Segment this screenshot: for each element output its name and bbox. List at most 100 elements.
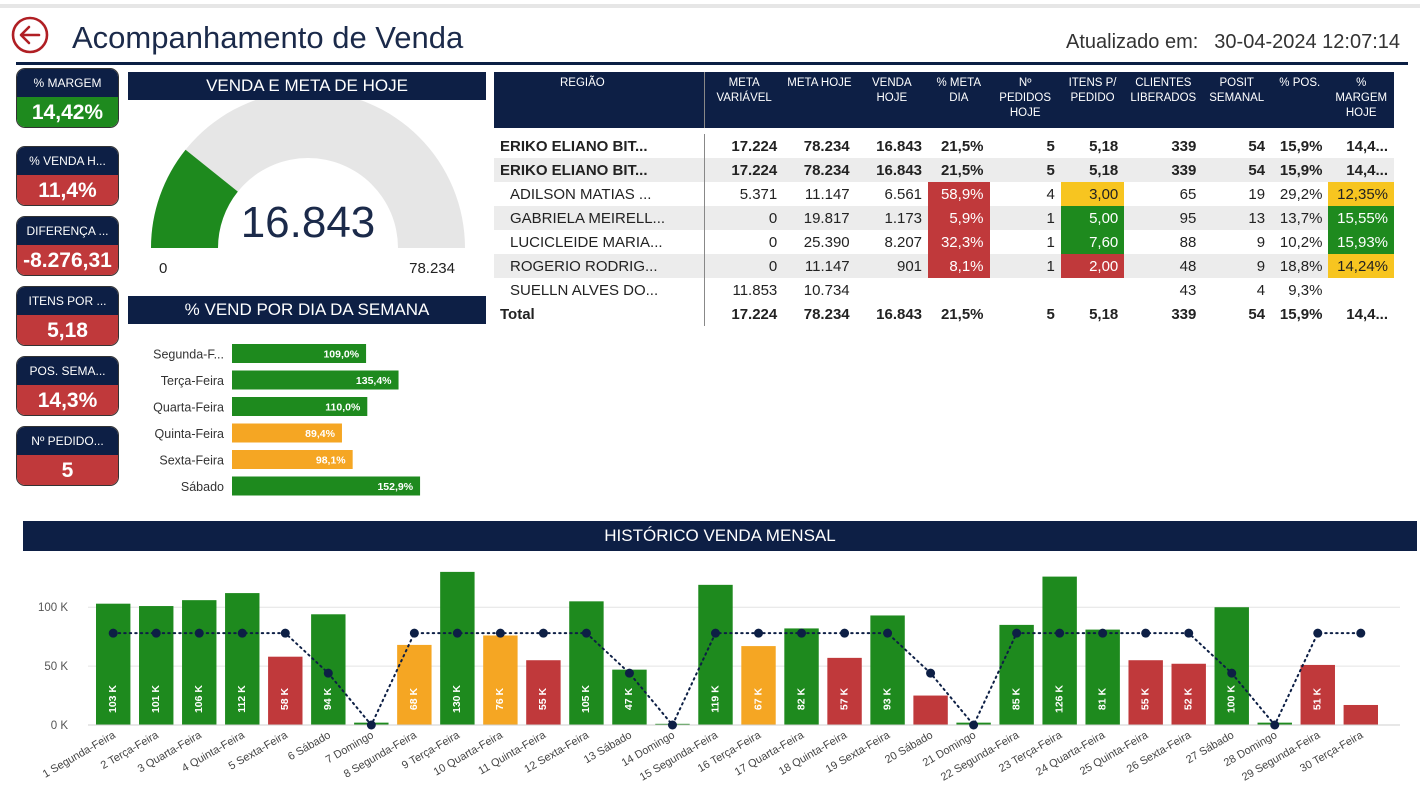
table-header-cell[interactable]: VENDA HOJE <box>855 72 929 128</box>
month-bar[interactable] <box>1300 664 1335 725</box>
meta-point[interactable] <box>1184 628 1194 638</box>
day-bar[interactable] <box>232 397 368 416</box>
meta-point[interactable] <box>1313 628 1323 638</box>
meta-point[interactable] <box>108 628 118 638</box>
meta-point[interactable] <box>1055 628 1065 638</box>
month-bar[interactable] <box>397 644 432 725</box>
month-bar[interactable] <box>827 657 862 725</box>
meta-point[interactable] <box>495 628 505 638</box>
month-bar-label: 105 K <box>580 685 592 713</box>
meta-point[interactable] <box>926 668 936 678</box>
day-bar[interactable] <box>232 476 421 496</box>
table-cell: 14,4... <box>1346 305 1388 323</box>
month-bar[interactable] <box>139 606 174 725</box>
month-bar[interactable] <box>182 600 217 725</box>
day-of-week-chart[interactable]: Segunda-F... 109,0% Terça-Feira 135,4% Quart… <box>128 338 488 503</box>
table-row[interactable]: GABRIELA MEIRELL... 0 19.817 1.173 5,9% 1 5,00… <box>494 206 1394 230</box>
meta-point[interactable] <box>237 628 247 638</box>
meta-point[interactable] <box>366 720 376 730</box>
meta-point[interactable] <box>1227 668 1237 678</box>
month-bar[interactable] <box>440 571 475 725</box>
meta-point[interactable] <box>323 668 333 678</box>
kpi-card-num-pedidos[interactable]: Nº PEDIDO... 5 <box>16 426 119 486</box>
table-row[interactable]: SUELLN ALVES DO... 11.853 10.734 43 4 9,3% <box>494 278 1394 302</box>
month-bar[interactable] <box>96 603 131 725</box>
month-bar[interactable] <box>1171 663 1206 725</box>
table-cell: 1 <box>989 254 1061 278</box>
table-row[interactable]: ERIKO ELIANO BIT... 17.224 78.234 16.843 21,… <box>494 134 1394 158</box>
kpi-card-itens-por-pedido[interactable]: ITENS POR ... 5,18 <box>16 286 119 346</box>
day-bar[interactable] <box>232 450 353 469</box>
meta-point[interactable] <box>969 720 979 730</box>
month-bar[interactable] <box>569 601 604 725</box>
month-bar[interactable] <box>999 624 1034 725</box>
month-bar[interactable] <box>1343 704 1378 725</box>
month-bar[interactable] <box>483 635 518 725</box>
day-bar[interactable] <box>232 344 367 363</box>
day-bar[interactable] <box>232 370 399 390</box>
meta-point[interactable] <box>883 628 893 638</box>
day-bar[interactable] <box>232 423 342 443</box>
meta-point[interactable] <box>194 628 204 638</box>
table-header-cell[interactable]: META VARIÁVEL <box>704 72 784 128</box>
month-bar-label: 57 K <box>838 687 850 710</box>
table-row[interactable]: LUCICLEIDE MARIA... 0 25.390 8.207 32,3% 1 7,6… <box>494 230 1394 254</box>
meta-point[interactable] <box>280 628 290 638</box>
month-bar-label: 67 K <box>752 687 764 710</box>
month-bar[interactable] <box>1042 576 1077 725</box>
table-header-cell[interactable]: Nº PEDIDOS HOJE <box>989 72 1061 128</box>
month-bar[interactable] <box>1214 607 1249 725</box>
table-header-cell[interactable]: % MARGEM HOJE <box>1328 72 1394 128</box>
month-bar[interactable] <box>526 660 561 725</box>
month-bar[interactable] <box>1128 660 1163 725</box>
meta-point[interactable] <box>754 628 764 638</box>
table-header-cell[interactable]: ITENS P/ PEDIDO <box>1060 72 1125 128</box>
kpi-card-margem[interactable]: % MARGEM 14,42% <box>16 68 119 128</box>
meta-point[interactable] <box>409 628 419 638</box>
meta-point[interactable] <box>624 668 634 678</box>
meta-point[interactable] <box>1012 628 1022 638</box>
meta-point[interactable] <box>667 720 677 730</box>
table-cell: 5,00 <box>1060 206 1125 230</box>
meta-point[interactable] <box>710 628 720 638</box>
meta-point[interactable] <box>1098 628 1108 638</box>
row-name-cell: LUCICLEIDE MARIA... <box>494 230 706 254</box>
meta-point[interactable] <box>1141 628 1151 638</box>
meta-point[interactable] <box>1270 720 1280 730</box>
table-row[interactable]: ERIKO ELIANO BIT... 17.224 78.234 16.843 21,… <box>494 158 1394 182</box>
month-bar[interactable] <box>784 628 819 725</box>
gauge-chart[interactable]: 16.843 0 78.234 <box>128 100 488 290</box>
month-bar[interactable] <box>225 593 260 725</box>
y-tick-label: 100 K <box>38 602 68 614</box>
meta-point[interactable] <box>538 628 548 638</box>
kpi-card-diferenca[interactable]: DIFERENÇA ... -8.276,31 <box>16 216 119 276</box>
meta-point[interactable] <box>151 628 161 638</box>
meta-point[interactable] <box>840 628 850 638</box>
table-header-cell[interactable]: % META DIA <box>928 72 990 128</box>
table-row[interactable]: ADILSON MATIAS ... 5.371 11.147 6.561 58,9% 4… <box>494 182 1394 206</box>
meta-point[interactable] <box>452 628 462 638</box>
month-bar[interactable] <box>268 656 303 725</box>
meta-point[interactable] <box>1356 628 1366 638</box>
table-header-cell[interactable]: CLIENTES LIBERADOS <box>1124 72 1203 128</box>
month-bar[interactable] <box>741 646 776 725</box>
meta-point[interactable] <box>797 628 807 638</box>
table-header-cell[interactable]: META HOJE <box>783 72 856 128</box>
meta-point[interactable] <box>581 628 591 638</box>
month-bar[interactable] <box>698 584 733 725</box>
table-header-cell[interactable]: REGIÃO <box>494 72 706 128</box>
kpi-card-pos-semanal[interactable]: POS. SEMA... 14,3% <box>16 356 119 416</box>
table-row[interactable]: Total 17.224 78.234 16.843 21,5% 5 5,18 339 54 15… <box>494 302 1394 326</box>
table-cell: 78.234 <box>803 137 850 155</box>
kpi-card-venda-hoje[interactable]: % VENDA H... 11,4% <box>16 146 119 206</box>
table-row[interactable]: ROGERIO RODRIG... 0 11.147 901 8,1% 1 2,00 48 9 1… <box>494 254 1394 278</box>
month-bar[interactable] <box>1085 629 1120 725</box>
month-bar-label: 103 K <box>107 685 119 713</box>
month-bar[interactable] <box>612 669 647 725</box>
table-header-cell[interactable]: % POS. <box>1271 72 1329 128</box>
back-arrow-icon[interactable] <box>11 16 49 54</box>
table-header-cell[interactable]: POSIT SEMANAL <box>1202 72 1272 128</box>
table-cell: 14,24% <box>1328 254 1394 278</box>
month-bar[interactable] <box>913 695 948 725</box>
